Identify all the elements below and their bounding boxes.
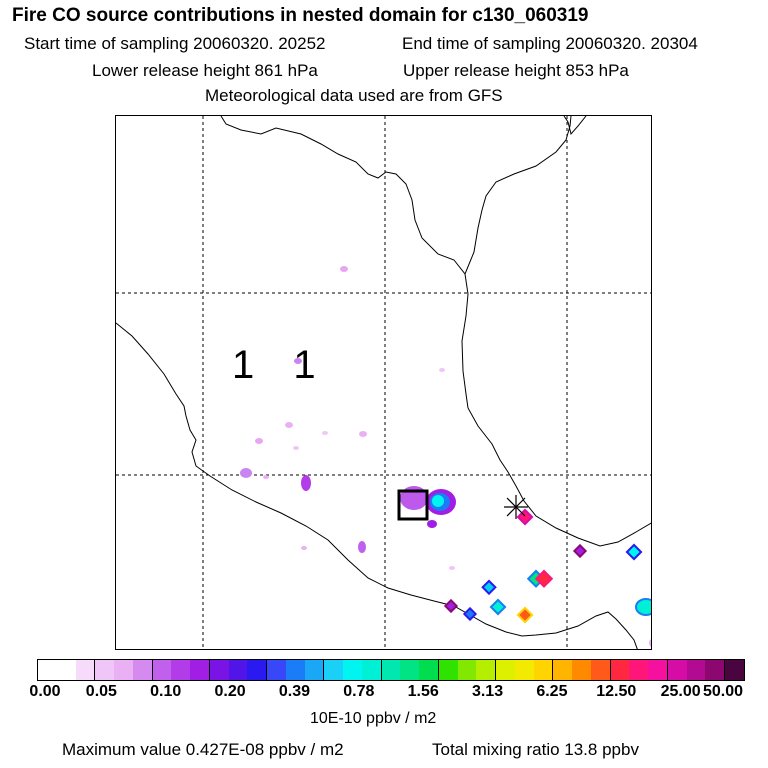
met-data-note: Meteorological data used are from GFS <box>205 86 503 105</box>
colorbar <box>37 659 745 681</box>
plume-cell <box>285 422 293 428</box>
map-canvas: 1 1 <box>116 116 651 649</box>
colorbar-swatch <box>476 660 495 680</box>
colorbar-tick-label: 25.00 <box>660 683 701 700</box>
colorbar-swatch <box>361 660 381 680</box>
colorbar-swatch <box>343 660 362 680</box>
colorbar-swatch <box>437 660 458 680</box>
colorbar-swatch <box>380 660 401 680</box>
colorbar-swatch <box>285 660 305 680</box>
colorbar-swatch <box>724 660 744 680</box>
grid-cell-label: 1 1 <box>232 343 330 387</box>
plume-cell <box>301 546 307 550</box>
point-source <box>462 606 478 622</box>
colorbar-swatch <box>686 660 706 680</box>
maximum-value: Maximum value 0.427E-08 ppbv / m2 <box>62 740 344 759</box>
colorbar-tick-label: 0.39 <box>278 683 311 700</box>
point-source <box>625 543 643 561</box>
colorbar-tick-label: 1.56 <box>407 683 439 700</box>
plume-cell <box>255 438 263 444</box>
coastline-northwest <box>220 116 651 547</box>
colorbar-swatch <box>648 660 667 680</box>
point-source <box>635 598 651 616</box>
colorbar-swatch <box>323 660 343 680</box>
plume-cell <box>340 266 348 272</box>
total-mixing-ratio: Total mixing ratio 13.8 ppbv <box>432 740 639 759</box>
colorbar-swatch <box>151 660 172 680</box>
colorbar-tick-label: 12.50 <box>596 683 637 700</box>
plume-field <box>240 266 456 570</box>
colorbar-swatch <box>247 660 266 680</box>
plume-cell <box>293 446 299 450</box>
release-box <box>397 489 429 521</box>
point-source <box>534 569 554 588</box>
colorbar-swatch <box>75 660 95 680</box>
colorbar-swatch <box>514 660 534 680</box>
end-time: End time of sampling 20060320. 20304 <box>402 34 698 53</box>
colorbar-tick-label: 0.78 <box>343 683 375 700</box>
point-sources <box>443 508 651 647</box>
point-source <box>443 598 459 614</box>
coastline-northeast <box>563 116 587 136</box>
colorbar-tick-label: 6.25 <box>536 683 568 700</box>
colorbar-tick-label: 3.13 <box>471 683 504 700</box>
plume-cell <box>432 495 444 507</box>
colorbar-tick-label: 0.00 <box>29 683 61 700</box>
point-source <box>516 606 534 624</box>
point-source <box>489 598 507 616</box>
colorbar-swatch <box>171 660 190 680</box>
plume-cell <box>322 431 328 435</box>
colorbar-swatch <box>705 660 724 680</box>
grid-lines <box>116 116 651 649</box>
coastline-gulf <box>464 116 572 275</box>
plume-cell <box>439 368 445 372</box>
lower-release-height: Lower release height 861 hPa <box>92 61 318 80</box>
point-source <box>649 639 651 647</box>
start-time: Start time of sampling 20060320. 20252 <box>24 34 326 53</box>
colorbar-swatch <box>666 660 687 680</box>
plume-cell <box>427 520 437 528</box>
map-panel: 1 1 <box>115 115 652 650</box>
colorbar-swatch <box>266 660 286 680</box>
plume-cell <box>358 541 366 553</box>
plume-cell <box>240 468 252 478</box>
plume-cell <box>449 566 455 570</box>
colorbar-swatch <box>132 660 152 680</box>
colorbar-tick-label: 0.10 <box>150 683 182 700</box>
point-source <box>572 543 588 559</box>
plume-cell <box>294 358 302 364</box>
colorbar-swatch <box>304 660 324 680</box>
colorbar-swatch <box>552 660 572 680</box>
point-source <box>481 579 497 596</box>
colorbar-tick-label: 0.20 <box>214 683 246 700</box>
colorbar-swatch <box>590 660 610 680</box>
coastlines <box>116 116 651 649</box>
colorbar-swatch <box>609 660 630 680</box>
point-source <box>516 508 534 526</box>
colorbar-swatch <box>114 660 133 680</box>
colorbar-swatch <box>495 660 515 680</box>
colorbar-tick-label: 0.05 <box>85 683 117 700</box>
colorbar-swatch <box>94 660 114 680</box>
colorbar-swatch <box>56 660 76 680</box>
colorbar-swatch <box>419 660 438 680</box>
coastline-pacific <box>116 322 638 649</box>
colorbar-swatch <box>38 660 57 680</box>
plume-cell <box>359 431 367 437</box>
colorbar-unit: 10E-10 ppbv / m2 <box>310 710 437 727</box>
colorbar-swatch <box>228 660 248 680</box>
colorbar-tick-label: 50.00 <box>702 683 744 700</box>
colorbar-swatch <box>400 660 419 680</box>
colorbar-swatch <box>208 660 229 680</box>
plume-cell <box>263 475 269 479</box>
upper-release-height: Upper release height 853 hPa <box>403 61 629 80</box>
plot-title: Fire CO source contributions in nested d… <box>12 5 589 26</box>
colorbar-swatch <box>457 660 477 680</box>
receptor-asterisk-icon <box>504 495 528 519</box>
colorbar-swatch <box>190 660 209 680</box>
colorbar-swatch <box>629 660 648 680</box>
colorbar-swatch <box>572 660 591 680</box>
plume-cell <box>301 475 311 491</box>
colorbar-swatch <box>533 660 553 680</box>
